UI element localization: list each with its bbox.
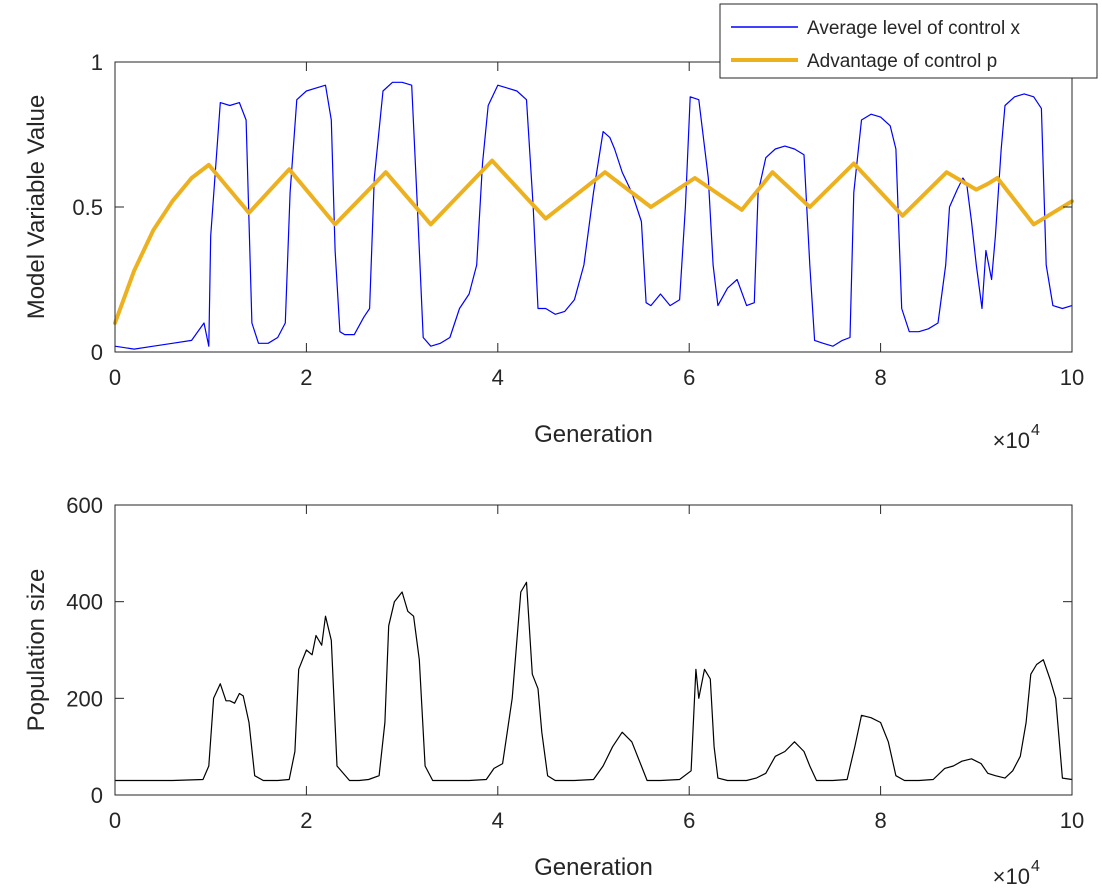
- top-series-line-1: [113, 158, 1074, 325]
- bottom-x-tick-label: 0: [109, 808, 121, 833]
- top-x-axis-label: Generation: [534, 421, 653, 448]
- top-y-tick-label: 0.5: [72, 195, 103, 220]
- bottom-y-tick-label: 400: [66, 590, 103, 615]
- top-x-tick-label: 4: [492, 365, 504, 390]
- bottom-ticks-layer: 0 2 4 6 8 10 0 200 400 600: [66, 493, 1084, 833]
- top-x-tick-label: 0: [109, 365, 121, 390]
- top-plot: 0 2 4 6 8 10 0 0.5 1 Generation Model Variable V…: [23, 3, 1098, 453]
- bottom-x-tick-label: 4: [492, 808, 504, 833]
- top-plot-border: [114, 61, 1073, 353]
- top-x-tick-label: 6: [683, 365, 695, 390]
- top-x-tick-label: 10: [1060, 365, 1084, 390]
- top-x-exponent-power: 4: [1031, 422, 1040, 439]
- legend: Average level of control x Advantage of …: [719, 3, 1098, 79]
- bottom-series-layer: [114, 581, 1073, 782]
- bottom-x-tick-label: 6: [683, 808, 695, 833]
- bottom-x-tick-label: 8: [874, 808, 886, 833]
- top-ticks-layer: 0 2 4 6 8 10 0 0.5 1: [72, 50, 1084, 390]
- bottom-y-tick-label: 200: [66, 686, 103, 711]
- bottom-x-axis-label: Generation: [534, 854, 653, 881]
- bottom-plot: 0 2 4 6 8 10 0 200 400 600 Generation Population …: [23, 493, 1084, 889]
- bottom-x-tick-label: 2: [300, 808, 312, 833]
- bottom-y-tick-label: 600: [66, 493, 103, 518]
- top-y-axis-label: Model Variable Value: [23, 95, 50, 320]
- top-series-layer: [113, 81, 1074, 350]
- legend-label-control-x: Average level of control x: [807, 18, 1020, 39]
- bottom-plot-border: [114, 504, 1073, 796]
- legend-box: [719, 3, 1098, 79]
- top-x-tick-label: 2: [300, 365, 312, 390]
- bottom-y-tick-label: 0: [91, 783, 103, 808]
- top-x-tick-label: 8: [874, 365, 886, 390]
- legend-label-advantage-p: Advantage of control p: [807, 51, 997, 72]
- bottom-x-tick-label: 10: [1060, 808, 1084, 833]
- bottom-x-exponent: ×10 4: [993, 858, 1040, 889]
- bottom-x-exponent-base: ×10: [993, 864, 1030, 889]
- top-plot-area: [115, 62, 1072, 352]
- top-x-exponent: ×10 4: [993, 422, 1040, 453]
- top-x-exponent-base: ×10: [993, 428, 1030, 453]
- bottom-series-line-0: [114, 581, 1073, 782]
- top-y-tick-label: 1: [91, 50, 103, 75]
- bottom-plot-area: [115, 505, 1072, 795]
- bottom-x-exponent-power: 4: [1031, 858, 1040, 875]
- top-y-tick-label: 0: [91, 340, 103, 365]
- bottom-y-axis-label: Population size: [23, 569, 50, 732]
